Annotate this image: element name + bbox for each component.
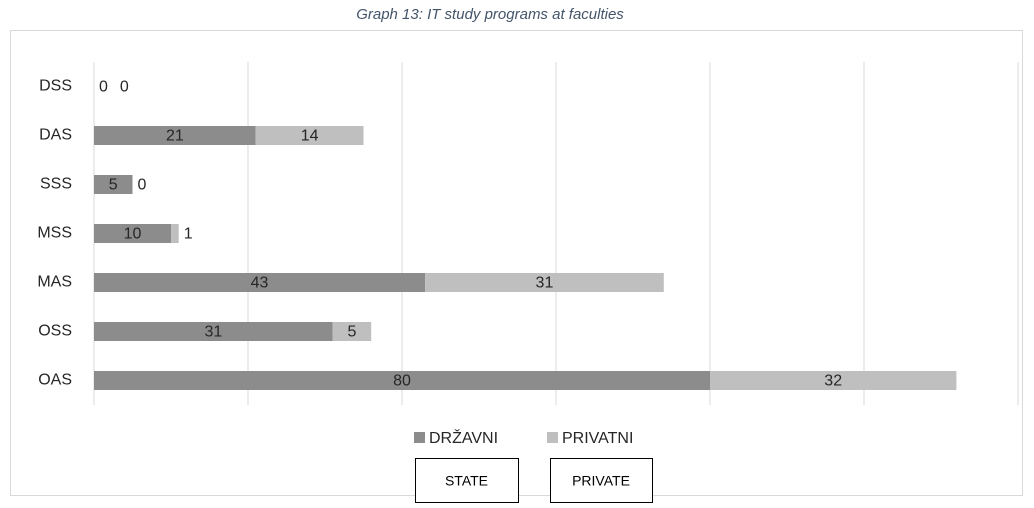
- annotation-box: [550, 458, 653, 503]
- data-label: 1: [184, 226, 193, 243]
- data-label: 14: [301, 128, 319, 145]
- bar-segment: [332, 322, 372, 341]
- bar-segment: [710, 371, 957, 390]
- y-tick-label: SSS: [40, 176, 72, 193]
- annotation-label: STATE: [445, 473, 488, 489]
- data-label: 21: [166, 128, 184, 145]
- data-label: 0: [138, 177, 147, 194]
- y-tick-label: MAS: [37, 274, 72, 291]
- bar-segment: [94, 126, 256, 145]
- legend-swatch: [414, 432, 425, 443]
- y-tick-label: OSS: [38, 323, 72, 340]
- data-label: 10: [124, 226, 142, 243]
- legend-label: PRIVATNI: [562, 430, 633, 447]
- bar-segment: [94, 371, 710, 390]
- y-tick-label: OAS: [38, 372, 72, 389]
- legend-label: DRŽAVNI: [429, 428, 498, 447]
- chart-frame: [10, 30, 1023, 496]
- data-label: 5: [347, 324, 356, 341]
- data-label: 5: [109, 177, 118, 194]
- bar-segment: [94, 224, 171, 243]
- bar-segment: [255, 126, 364, 145]
- y-tick-label: DSS: [39, 78, 72, 95]
- data-label: 32: [824, 373, 842, 390]
- data-label: 80: [393, 373, 411, 390]
- bar-segment: [171, 224, 179, 243]
- y-tick-label: DAS: [39, 127, 72, 144]
- annotation-label: PRIVATE: [572, 473, 630, 489]
- data-label: 43: [251, 275, 269, 292]
- bar-segment: [94, 322, 333, 341]
- annotation-box: [415, 458, 519, 503]
- bar-segment: [94, 273, 426, 292]
- chart-title: Graph 13: IT study programs at faculties: [356, 6, 624, 23]
- bar-segment: [425, 273, 664, 292]
- data-label: 0: [99, 79, 108, 96]
- data-label: 0: [120, 79, 129, 96]
- data-label: 31: [204, 324, 222, 341]
- bar-segment: [94, 175, 133, 194]
- data-label: 31: [536, 275, 554, 292]
- legend-swatch: [547, 432, 558, 443]
- y-tick-label: MSS: [37, 225, 72, 242]
